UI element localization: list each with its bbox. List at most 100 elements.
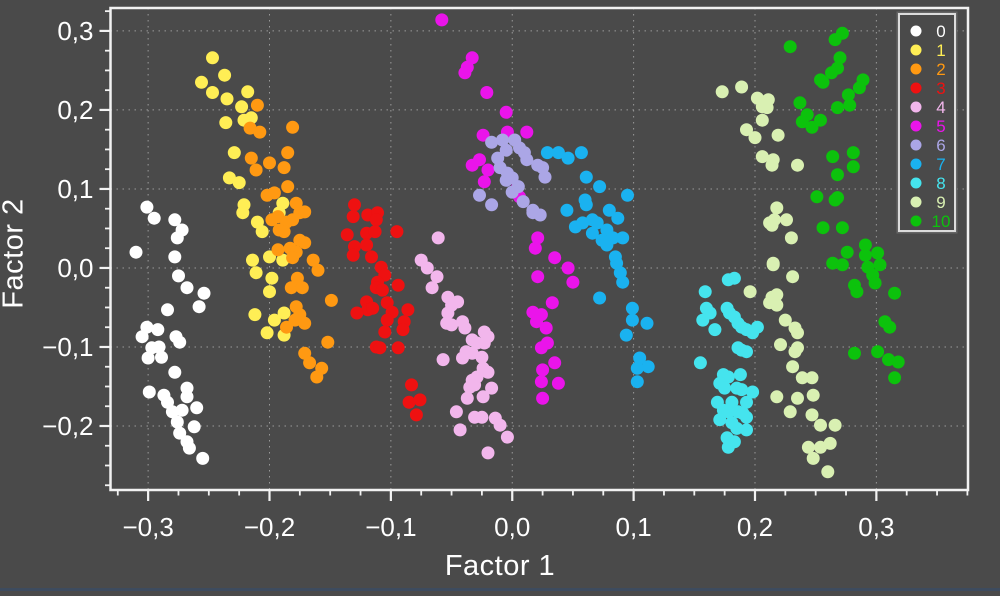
data-point-series-5: [539, 321, 553, 335]
data-point-series-10: [848, 346, 861, 360]
data-point-series-2: [281, 146, 295, 160]
data-point-series-7: [576, 216, 590, 230]
legend-swatch-9: [910, 196, 922, 208]
y-axis-title: Factor 2: [0, 198, 30, 309]
data-point-series-10: [825, 66, 838, 80]
data-point-series-5: [548, 251, 562, 265]
data-point-series-9: [786, 270, 800, 284]
data-point-series-8: [721, 440, 735, 454]
data-point-series-1: [227, 146, 241, 160]
data-point-series-9: [740, 123, 753, 137]
data-point-series-10: [835, 258, 849, 272]
data-point-series-2: [298, 205, 312, 219]
data-point-series-5: [528, 241, 542, 255]
data-point-series-2: [284, 281, 298, 295]
data-point-series-8: [740, 423, 753, 437]
data-point-series-6: [531, 158, 545, 172]
data-point-series-9: [821, 465, 835, 479]
data-point-series-7: [585, 226, 599, 240]
data-point-series-2: [280, 320, 293, 334]
data-point-series-10: [793, 96, 807, 110]
data-point-series-2: [286, 120, 300, 134]
data-point-series-7: [561, 151, 575, 165]
data-point-series-10: [843, 98, 857, 112]
data-point-series-0: [197, 286, 211, 300]
data-point-series-9: [774, 338, 787, 352]
data-point-series-10: [841, 88, 855, 102]
data-point-series-4: [441, 306, 455, 320]
data-point-series-3: [365, 250, 378, 264]
data-point-series-7: [625, 301, 639, 315]
data-point-series-1: [267, 313, 281, 327]
data-point-series-7: [630, 361, 644, 375]
data-point-series-2: [324, 293, 338, 307]
data-point-series-4: [468, 378, 482, 392]
data-point-series-10: [828, 33, 842, 47]
data-point-series-9: [780, 213, 793, 227]
data-point-series-0: [172, 269, 185, 283]
data-point-series-5: [458, 66, 472, 80]
data-point-series-4: [456, 351, 469, 365]
data-point-series-7: [590, 216, 604, 230]
data-point-series-3: [391, 341, 405, 355]
data-point-series-5: [481, 163, 495, 177]
data-point-series-7: [630, 375, 644, 389]
legend-swatch-7: [910, 158, 922, 170]
data-point-series-10: [868, 276, 882, 290]
data-point-series-2: [298, 316, 312, 330]
data-point-series-1: [222, 171, 236, 185]
data-point-series-3: [401, 303, 415, 317]
data-point-series-5: [561, 261, 575, 275]
data-point-series-0: [180, 281, 194, 295]
legend-label-7: 7: [936, 155, 945, 174]
data-point-series-10: [888, 286, 902, 300]
x-tick-label: −0,3: [122, 512, 173, 542]
data-point-series-7: [593, 291, 607, 305]
data-point-series-10: [826, 256, 840, 270]
data-point-series-8: [740, 395, 753, 409]
data-point-series-3: [350, 306, 364, 320]
data-point-series-5: [534, 341, 548, 355]
data-point-series-9: [748, 131, 762, 145]
data-point-series-9: [783, 405, 797, 419]
data-point-series-0: [145, 341, 159, 355]
data-point-series-2: [265, 213, 279, 227]
data-point-series-2: [277, 161, 291, 175]
data-point-series-7: [602, 203, 616, 217]
data-point-series-9: [760, 101, 774, 115]
data-point-series-8: [698, 285, 712, 299]
data-point-series-9: [805, 408, 819, 422]
data-point-series-5: [499, 105, 513, 119]
legend-label-6: 6: [936, 136, 945, 155]
data-point-series-0: [155, 350, 168, 364]
x-tick-label: −0,2: [244, 512, 295, 542]
data-point-series-6: [526, 206, 540, 220]
data-point-series-5: [545, 296, 559, 310]
data-point-series-10: [795, 115, 809, 129]
data-point-series-4: [500, 430, 514, 444]
legend-swatch-2: [910, 63, 922, 75]
data-point-series-9: [828, 418, 842, 432]
data-point-series-10: [888, 371, 902, 385]
data-point-series-9: [788, 345, 802, 359]
data-point-series-2: [267, 186, 281, 200]
data-point-series-1: [244, 111, 258, 125]
data-point-series-5: [548, 356, 562, 370]
data-point-series-10: [816, 221, 830, 235]
data-point-series-10: [835, 221, 849, 235]
data-point-series-8: [730, 421, 744, 435]
data-point-series-5: [435, 13, 449, 27]
legend-label-1: 1: [936, 41, 945, 60]
data-point-series-5: [566, 275, 580, 289]
data-point-series-2: [281, 180, 295, 194]
data-point-series-7: [621, 188, 634, 202]
data-point-series-9: [778, 313, 792, 327]
legend-swatch-1: [910, 44, 922, 56]
data-point-series-4: [481, 365, 495, 379]
data-point-series-1: [263, 250, 276, 264]
data-point-series-4: [458, 321, 472, 335]
data-point-series-1: [219, 116, 233, 130]
data-point-series-7: [579, 198, 593, 212]
data-point-series-4: [431, 231, 445, 245]
data-point-series-2: [286, 213, 300, 227]
